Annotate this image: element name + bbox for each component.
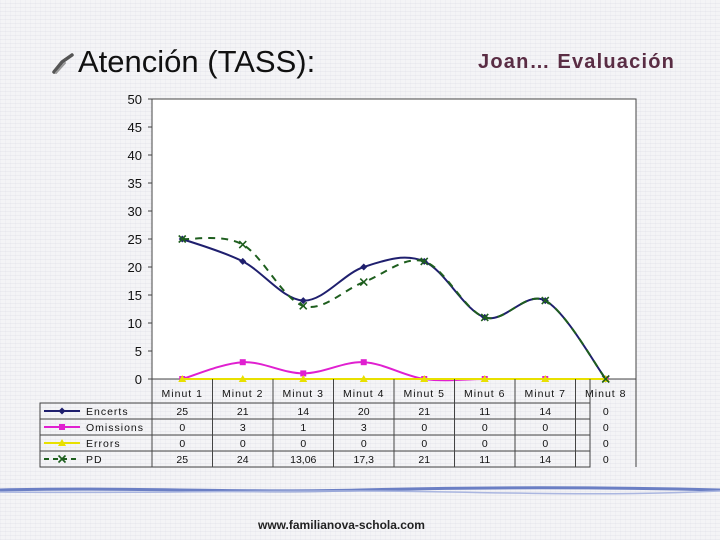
table-cell-encerts: 11 bbox=[479, 406, 490, 418]
table-cell-pd: 0 bbox=[603, 454, 609, 466]
table-cell-encerts: 21 bbox=[237, 406, 249, 418]
x-tick-label: Minut 4 bbox=[343, 388, 384, 400]
y-tick-label: 50 bbox=[128, 92, 142, 107]
footer-url: www.familianova-schola.com bbox=[258, 518, 425, 532]
data-point-omissions bbox=[300, 370, 307, 377]
plot-area bbox=[151, 98, 637, 380]
data-point-errors bbox=[541, 375, 550, 382]
table-cell-omissions: 0 bbox=[603, 422, 609, 434]
table-cell-pd: 24 bbox=[237, 454, 249, 466]
table-cell-omissions: 3 bbox=[361, 422, 367, 434]
table-cell-omissions: 0 bbox=[421, 422, 427, 434]
data-point-encerts bbox=[360, 263, 368, 271]
y-tick-label: 40 bbox=[128, 148, 142, 163]
data-point-errors bbox=[480, 375, 489, 382]
table-cell-pd: 11 bbox=[479, 454, 490, 466]
table-cell-encerts: 14 bbox=[539, 406, 551, 418]
x-tick-label: Minut 7 bbox=[525, 388, 566, 400]
table-cell-errors: 0 bbox=[361, 438, 367, 450]
table-cell-errors: 0 bbox=[179, 438, 185, 450]
table-cell-omissions: 3 bbox=[240, 422, 246, 434]
table-cell-errors: 0 bbox=[421, 438, 427, 450]
table-cell-pd: 21 bbox=[418, 454, 430, 466]
y-tick-label: 5 bbox=[135, 344, 142, 359]
y-tick-label: 10 bbox=[128, 316, 142, 331]
x-tick-label: Minut 5 bbox=[404, 388, 445, 400]
legend-marker-omissions bbox=[59, 424, 65, 430]
table-cell-errors: 0 bbox=[542, 438, 548, 450]
x-tick-label: Minut 2 bbox=[222, 388, 263, 400]
data-point-omissions bbox=[239, 359, 246, 366]
x-tick-label: Minut 1 bbox=[162, 388, 203, 400]
table-cell-pd: 14 bbox=[539, 454, 551, 466]
table-cell-pd: 13,06 bbox=[290, 454, 316, 466]
data-point-pd bbox=[238, 240, 247, 249]
data-point-encerts bbox=[299, 297, 307, 305]
data-point-pd bbox=[178, 234, 187, 244]
table-cell-errors: 0 bbox=[240, 438, 246, 450]
table-cell-encerts: 20 bbox=[358, 406, 370, 418]
data-table: Minut 1 Minut 2 Minut 3 Minut 4 Minut 5 Minut… bbox=[39, 379, 637, 468]
data-point-errors bbox=[299, 375, 308, 382]
data-point-errors bbox=[420, 375, 429, 382]
table-cell-errors: 0 bbox=[300, 438, 306, 450]
footer-decorative-rule bbox=[0, 486, 720, 495]
header-right-text: Joan… Evaluación bbox=[478, 51, 676, 73]
y-tick-label: 20 bbox=[128, 260, 142, 275]
y-tick-label: 30 bbox=[128, 204, 142, 219]
table-cell-encerts: 14 bbox=[297, 406, 309, 418]
legend-marker-pd bbox=[57, 454, 67, 464]
x-tick-label: Minut 6 bbox=[464, 388, 505, 400]
data-point-omissions bbox=[360, 359, 367, 366]
table-cell-pd: 25 bbox=[176, 454, 188, 466]
legend-label-encerts: Encerts bbox=[86, 406, 129, 418]
table-cell-pd: 17,3 bbox=[354, 454, 375, 466]
data-point-pd bbox=[359, 278, 368, 287]
y-tick-label: 45 bbox=[128, 120, 142, 135]
data-point-encerts bbox=[239, 257, 247, 265]
table-cell-omissions: 0 bbox=[179, 422, 185, 434]
table-cell-omissions: 1 bbox=[300, 422, 306, 434]
data-point-pd bbox=[480, 313, 489, 322]
x-tick-label: Minut 8 bbox=[585, 388, 626, 400]
table-cell-encerts: 21 bbox=[418, 406, 430, 418]
data-point-errors bbox=[178, 375, 187, 382]
y-tick-label: 25 bbox=[128, 232, 142, 247]
legend-label-errors: Errors bbox=[86, 438, 121, 450]
bullet-icon bbox=[52, 53, 74, 74]
legend-marker-encerts bbox=[58, 407, 66, 415]
table-cell-errors: 0 bbox=[603, 438, 609, 450]
plot-frame bbox=[151, 98, 637, 380]
table-cell-omissions: 0 bbox=[542, 422, 548, 434]
legend-label-omissions: Omissions bbox=[86, 422, 144, 434]
slide-title: Atención (TASS): bbox=[78, 44, 316, 79]
y-tick-label: 15 bbox=[128, 288, 142, 303]
legend-marker-errors bbox=[58, 439, 66, 446]
data-point-pd bbox=[541, 296, 550, 305]
data-point-errors bbox=[359, 375, 368, 382]
series-layer bbox=[178, 234, 610, 384]
data-point-pd bbox=[420, 257, 429, 266]
legend-label-pd: PD bbox=[86, 454, 103, 466]
table-cell-encerts: 0 bbox=[603, 406, 609, 418]
table-cell-encerts: 25 bbox=[176, 406, 188, 418]
x-tick-label: Minut 3 bbox=[283, 388, 324, 400]
data-point-pd bbox=[601, 374, 610, 384]
table-cell-omissions: 0 bbox=[482, 422, 488, 434]
y-tick-label: 35 bbox=[128, 176, 142, 191]
y-axis: 0 5 10 15 20 25 30 35 40 45 50 bbox=[128, 92, 152, 387]
data-point-errors bbox=[238, 375, 247, 382]
y-tick-label: 0 bbox=[135, 372, 142, 387]
table-cell-errors: 0 bbox=[482, 438, 488, 450]
data-point-pd bbox=[299, 301, 308, 310]
